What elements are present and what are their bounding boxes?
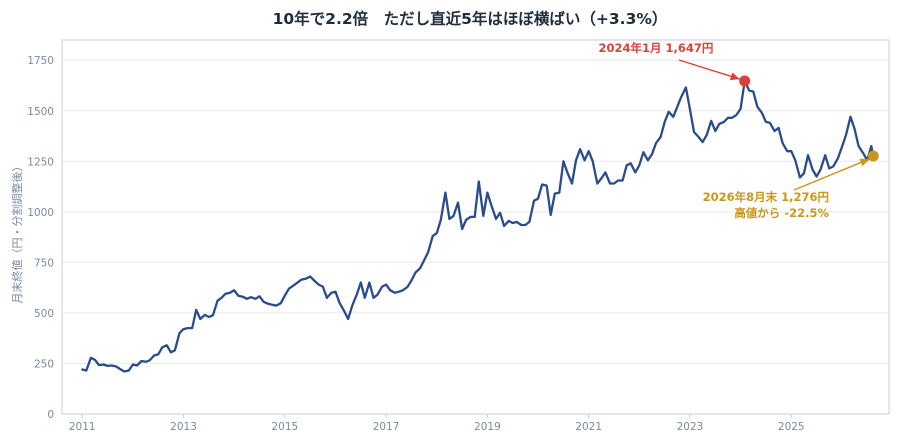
- axes: 0 250 500 750 1000 1250 1500 1750 2011 2013 2015 20…: [27, 39, 890, 433]
- peak-arrow-head: [729, 72, 740, 81]
- chart-title: 10年で2.2倍 ただし直近5年はほぼ横ばい（+3.3%）: [273, 9, 668, 28]
- x-tick-label: 2011: [69, 421, 96, 433]
- y-axis-label: 月末終値（円・分割調整後）: [10, 161, 24, 304]
- price-line: [81, 79, 875, 373]
- series-layer: [81, 79, 875, 373]
- peak-annotation: 2024年1月 1,647円: [599, 41, 714, 55]
- x-tick-label: 2023: [677, 421, 704, 433]
- x-tick-label: 2021: [575, 421, 602, 433]
- peak-marker: [739, 75, 751, 87]
- x-tick-label: 2013: [170, 421, 197, 433]
- x-tick-label: 2025: [778, 421, 805, 433]
- y-tick-label: 1000: [27, 207, 54, 219]
- gridlines: [62, 59, 889, 364]
- y-tick-label: 1250: [27, 156, 54, 168]
- y-tick-label: 1500: [27, 106, 54, 118]
- latest-arrow-line: [793, 158, 870, 191]
- peak-arrow-line: [678, 59, 740, 80]
- x-tick-label: 2015: [271, 421, 298, 433]
- plot-frame: [61, 39, 890, 415]
- y-tick-label: 500: [34, 308, 54, 320]
- latest-arrow-head: [859, 158, 870, 167]
- y-tick-label: 1750: [27, 55, 54, 67]
- latest-marker: [867, 150, 879, 162]
- latest-annotation-line1: 2026年8月末 1,276円: [703, 190, 829, 204]
- latest-annotation-line2: 高値から -22.5%: [734, 206, 829, 220]
- x-tick-label: 2019: [474, 421, 501, 433]
- x-tick-label: 2017: [373, 421, 400, 433]
- y-tick-label: 0: [47, 409, 54, 421]
- y-tick-label: 250: [34, 358, 54, 370]
- y-tick-label: 750: [34, 257, 54, 269]
